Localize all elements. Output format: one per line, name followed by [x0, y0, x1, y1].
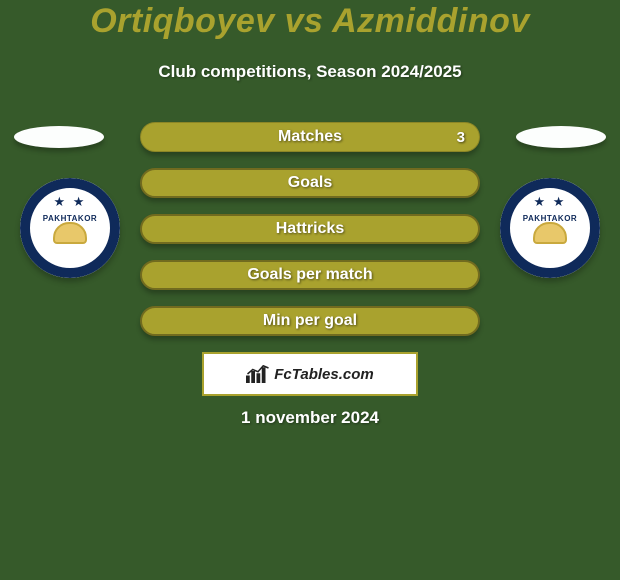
source-text: FcTables.com	[274, 366, 373, 383]
stat-label: Hattricks	[142, 216, 478, 242]
stat-label: Matches	[141, 123, 479, 151]
date-label: 1 november 2024	[0, 408, 620, 428]
bar-chart-icon	[246, 365, 270, 383]
player-right-oval	[516, 126, 606, 148]
player-left-oval	[14, 126, 104, 148]
source-badge: FcTables.com	[202, 352, 418, 396]
page-title: Ortiqboyev vs Azmiddinov	[0, 2, 620, 41]
club-crest-right: ★ ★ PAKHTAKOR	[500, 178, 600, 278]
stat-label: Min per goal	[142, 308, 478, 334]
stat-bar: Min per goal	[140, 306, 480, 336]
stat-bar: Goals	[140, 168, 480, 198]
stat-label: Goals per match	[142, 262, 478, 288]
stat-bar: Matches3	[140, 122, 480, 152]
stat-bar: Hattricks	[140, 214, 480, 244]
club-crest-left: ★ ★ PAKHTAKOR	[20, 178, 120, 278]
comparison-card: Ortiqboyev vs Azmiddinov Club competitio…	[0, 0, 620, 580]
stat-label: Goals	[142, 170, 478, 196]
stat-bar: Goals per match	[140, 260, 480, 290]
stat-value-right: 3	[457, 123, 465, 151]
page-subtitle: Club competitions, Season 2024/2025	[0, 62, 620, 82]
